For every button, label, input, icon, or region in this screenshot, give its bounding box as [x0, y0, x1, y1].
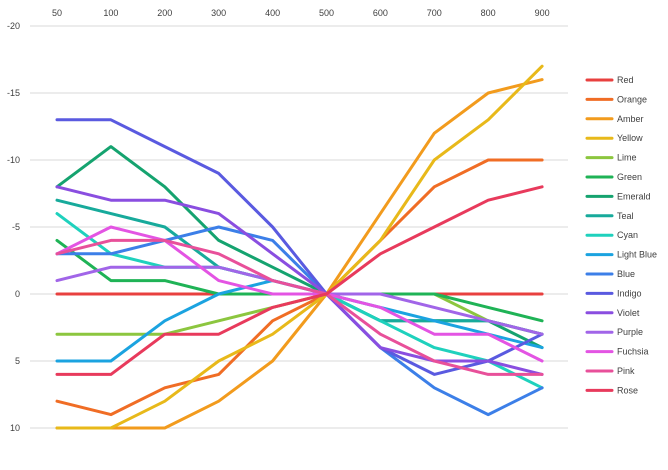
y-tick-label: 0	[15, 289, 20, 299]
y-tick-label: -10	[7, 155, 20, 165]
legend-label-yellow: Yellow	[617, 133, 643, 143]
y-axis-tick-labels: -20 -15 -10 -5 0 5 10	[7, 21, 20, 433]
x-tick-label: 50	[52, 8, 62, 18]
legend-label-cyan: Cyan	[617, 230, 638, 240]
x-tick-label: 400	[265, 8, 280, 18]
legend-label-pink: Pink	[617, 366, 635, 376]
y-tick-label: -20	[7, 21, 20, 31]
legend-label-indigo: Indigo	[617, 288, 642, 298]
x-tick-label: 800	[481, 8, 496, 18]
legend-label-orange: Orange	[617, 94, 647, 104]
legend-label-red: Red	[617, 75, 634, 85]
legend: Red Orange Amber Yellow Lime Green Emerald Teal…	[585, 75, 657, 395]
series-line-orange	[55, 158, 544, 417]
x-axis-tick-labels: 50 100 200 300 400 500 600 700 800 900	[52, 8, 550, 18]
y-tick-label: 10	[10, 423, 20, 433]
legend-label-fuchsia: Fuchsia	[617, 347, 649, 357]
x-tick-label: 700	[427, 8, 442, 18]
x-tick-label: 300	[211, 8, 226, 18]
legend-label-green: Green	[617, 172, 642, 182]
x-tick-label: 100	[103, 8, 118, 18]
series-lines	[55, 64, 544, 430]
legend-label-teal: Teal	[617, 211, 634, 221]
y-tick-label: 5	[15, 356, 20, 366]
x-tick-label: 900	[535, 8, 550, 18]
series-line-rose	[55, 185, 544, 376]
y-tick-label: -5	[12, 222, 20, 232]
series-line-amber	[55, 78, 544, 430]
legend-label-amber: Amber	[617, 114, 644, 124]
x-tick-label: 200	[157, 8, 172, 18]
series-line-violet	[55, 185, 544, 376]
series-line-indigo	[55, 118, 544, 376]
x-tick-label: 500	[319, 8, 334, 18]
series-line-pink	[55, 238, 544, 376]
legend-label-emerald: Emerald	[617, 191, 651, 201]
legend-label-light-blue: Light Blue	[617, 250, 657, 260]
legend-label-lime: Lime	[617, 153, 637, 163]
legend-label-violet: Violet	[617, 308, 640, 318]
legend-label-purple: Purple	[617, 327, 643, 337]
series-line-yellow	[55, 64, 544, 430]
legend-label-blue: Blue	[617, 269, 635, 279]
series-line-fuchsia	[55, 225, 544, 363]
y-tick-label: -15	[7, 88, 20, 98]
x-tick-label: 600	[373, 8, 388, 18]
series-line-blue	[55, 225, 544, 417]
legend-label-rose: Rose	[617, 385, 638, 395]
